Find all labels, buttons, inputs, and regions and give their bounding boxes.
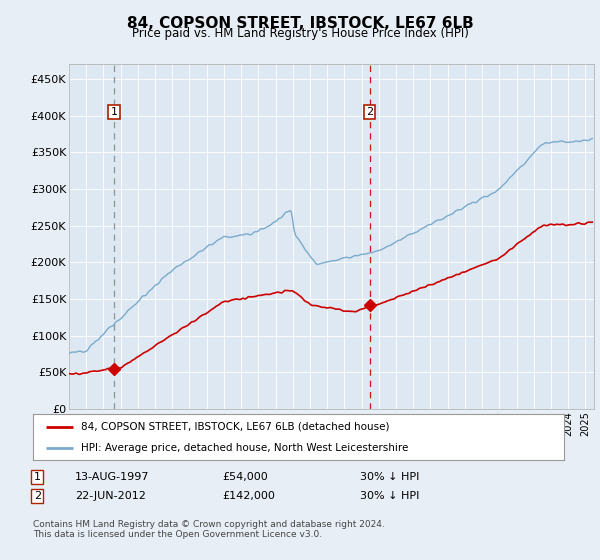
Text: 84, COPSON STREET, IBSTOCK, LE67 6LB (detached house): 84, COPSON STREET, IBSTOCK, LE67 6LB (de…	[81, 422, 389, 432]
Text: Contains HM Land Registry data © Crown copyright and database right 2024.
This d: Contains HM Land Registry data © Crown c…	[33, 520, 385, 539]
Text: 30% ↓ HPI: 30% ↓ HPI	[360, 491, 419, 501]
Text: 1: 1	[34, 472, 41, 482]
Text: £54,000: £54,000	[222, 472, 268, 482]
Text: £142,000: £142,000	[222, 491, 275, 501]
Text: 22-JUN-2012: 22-JUN-2012	[75, 491, 146, 501]
Text: HPI: Average price, detached house, North West Leicestershire: HPI: Average price, detached house, Nort…	[81, 443, 408, 453]
Text: 1: 1	[110, 107, 118, 117]
Text: Price paid vs. HM Land Registry's House Price Index (HPI): Price paid vs. HM Land Registry's House …	[131, 27, 469, 40]
Text: 30% ↓ HPI: 30% ↓ HPI	[360, 472, 419, 482]
Text: 2: 2	[366, 107, 373, 117]
Text: 2: 2	[34, 491, 41, 501]
Text: 84, COPSON STREET, IBSTOCK, LE67 6LB: 84, COPSON STREET, IBSTOCK, LE67 6LB	[127, 16, 473, 31]
Text: 13-AUG-1997: 13-AUG-1997	[75, 472, 149, 482]
